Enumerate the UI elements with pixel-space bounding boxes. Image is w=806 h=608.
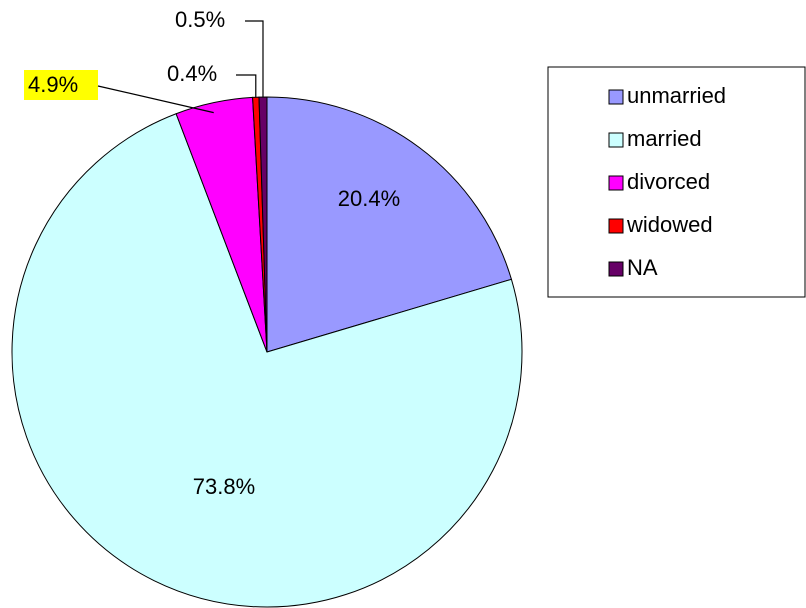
- legend-swatch-na: [608, 261, 624, 277]
- legend-swatch-widowed: [608, 218, 624, 234]
- legend-label-divorced: divorced: [627, 169, 710, 194]
- legend-box: [547, 66, 806, 298]
- legend: unmarried married divorced widowed NA: [547, 66, 806, 298]
- legend-swatch-married: [608, 132, 624, 148]
- legend-label-widowed: widowed: [626, 212, 713, 237]
- leader-line-na: [245, 20, 264, 98]
- data-label-divorced: 4.9%: [28, 72, 78, 97]
- legend-label-married: married: [627, 126, 702, 151]
- legend-label-unmarried: unmarried: [627, 83, 726, 108]
- legend-swatch-unmarried: [608, 89, 624, 105]
- data-label-married: 73.8%: [193, 474, 255, 499]
- data-label-unmarried: 20.4%: [338, 186, 400, 211]
- legend-label-na: NA: [627, 255, 658, 280]
- pie-slice-unmarried: [266, 96, 513, 353]
- data-label-na: 0.5%: [175, 7, 225, 32]
- leader-line-widowed: [236, 74, 257, 98]
- data-label-highlight: [24, 70, 98, 100]
- pie-slice-married: [11, 113, 523, 608]
- pie-slices: [11, 96, 523, 608]
- data-label-widowed: 0.4%: [167, 61, 217, 86]
- leader-line-divorced: [97, 85, 214, 114]
- slice-labels: 20.4% 73.8% 4.9% 0.4% 0.5%: [24, 7, 400, 499]
- legend-swatch-divorced: [608, 175, 624, 191]
